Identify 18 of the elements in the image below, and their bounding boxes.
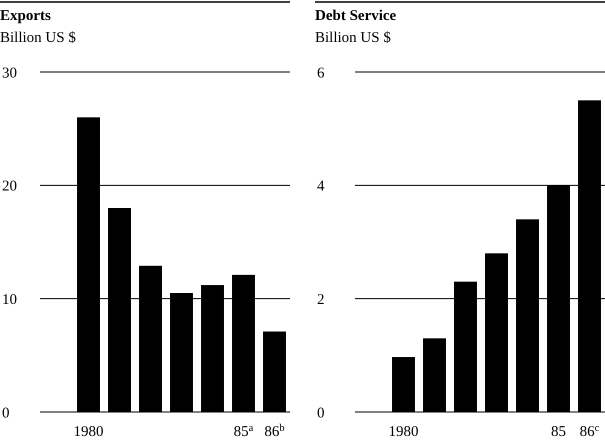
x-tick-label: 85$^{a}$ xyxy=(234,422,254,440)
chart-title: Exports xyxy=(0,8,51,24)
x-tick-label: 86$^{c}$ xyxy=(580,422,600,440)
chart-title: Debt Service xyxy=(315,8,397,24)
y-tick-label: 20 xyxy=(2,178,17,195)
y-tick-label: 0 xyxy=(2,405,10,422)
y-tick-label: 0 xyxy=(317,405,324,422)
y-tick-label: 6 xyxy=(317,65,325,82)
y-tick-label: 2 xyxy=(317,292,324,308)
x-tick-label: 86$^{b}$ xyxy=(264,422,285,440)
y-tick-label: 30 xyxy=(2,65,17,82)
y-tick-label: 10 xyxy=(2,292,17,308)
chart-subtitle: Billion US $ xyxy=(0,30,76,46)
chart-subtitle: Billion US $ xyxy=(315,30,392,46)
x-tick-label: 1980 xyxy=(74,424,104,440)
x-tick-label: 1980 xyxy=(388,424,418,440)
y-tick-label: 4 xyxy=(317,178,325,195)
x-tick-label: 85 xyxy=(551,424,566,440)
